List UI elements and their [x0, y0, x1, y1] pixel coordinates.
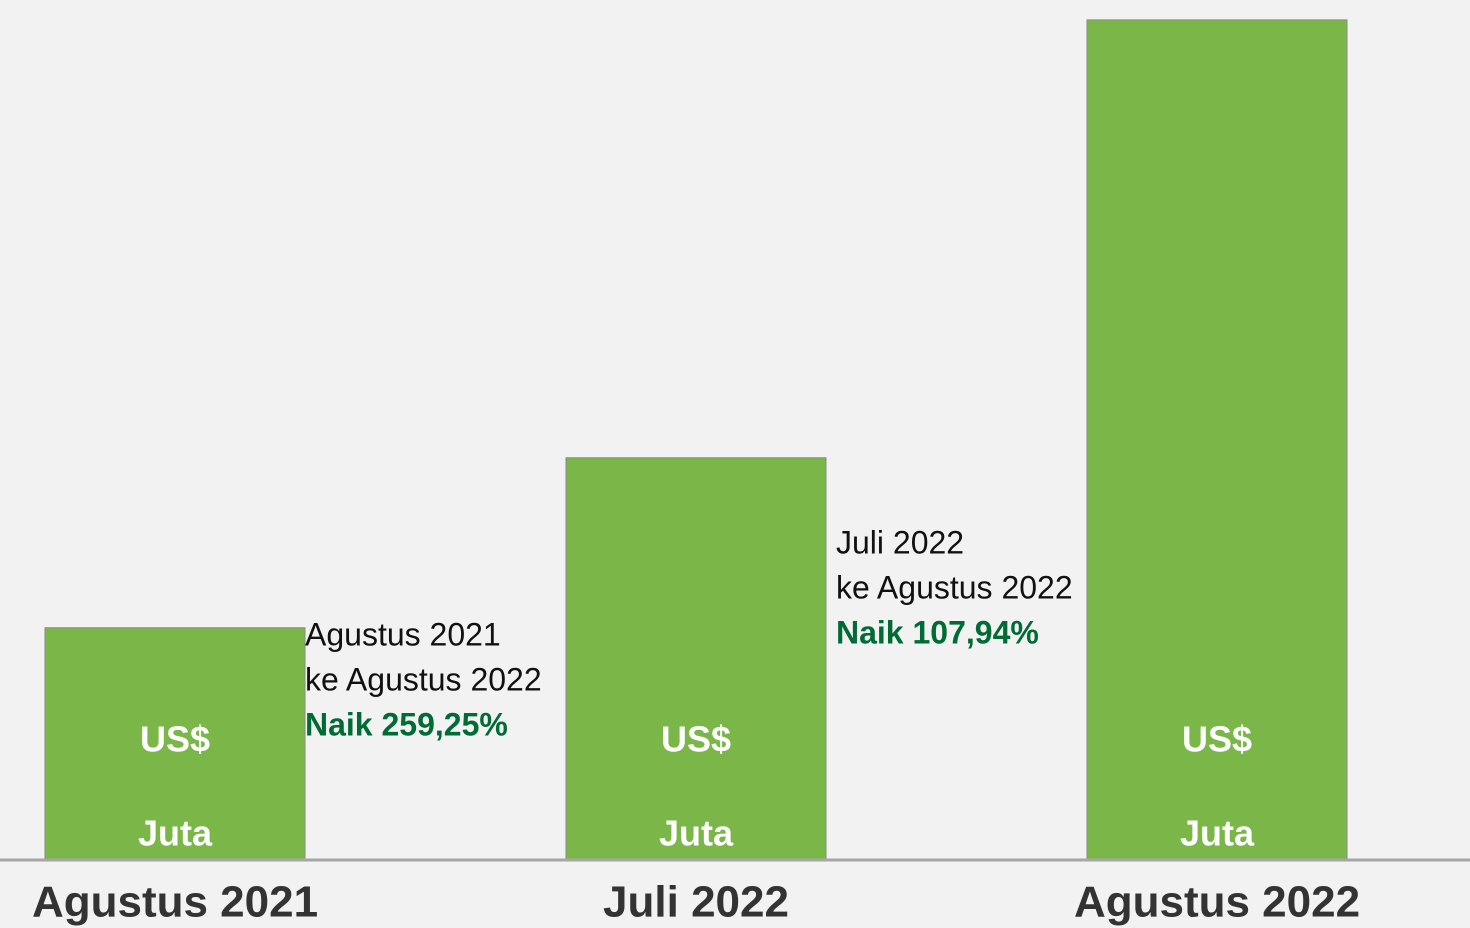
x-tick-label: Juli 2022 [603, 878, 789, 927]
bar-unit-label: Juta [1180, 813, 1255, 854]
bar-unit-label: Juta [138, 813, 213, 854]
bar-unit-label: Juta [659, 813, 734, 854]
annotation-highlight: Naik 107,94% [836, 614, 1039, 650]
annotation-text: Agustus 2021 [305, 616, 501, 652]
bar [1086, 19, 1348, 861]
annotation-text: ke Agustus 2022 [836, 569, 1073, 605]
x-tick-label: Agustus 2021 [32, 878, 318, 927]
bar-unit-label: US$ [140, 719, 210, 760]
bar-unit-label: US$ [661, 719, 731, 760]
bar [44, 627, 306, 861]
annotation-text: ke Agustus 2022 [305, 661, 542, 697]
x-tick-label: Agustus 2022 [1074, 878, 1360, 927]
annotation-highlight: Naik 259,25% [305, 706, 508, 742]
bar [565, 457, 827, 861]
bar-unit-label: US$ [1182, 719, 1252, 760]
annotation-text: Juli 2022 [836, 524, 964, 560]
